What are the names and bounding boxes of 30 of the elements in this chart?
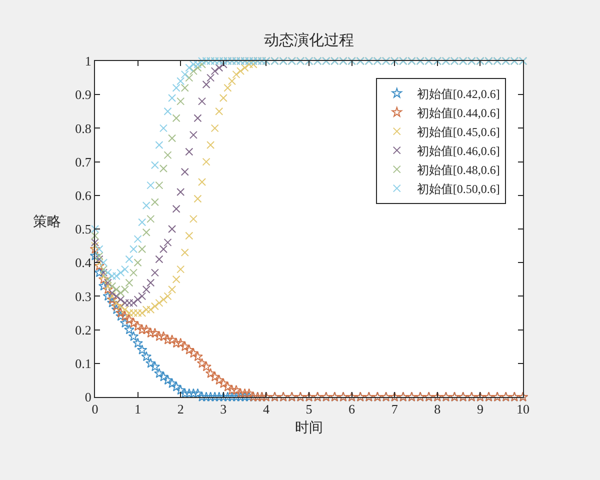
x-axis-title: 时间 [295, 420, 323, 436]
y-tick-label: 0 [84, 390, 92, 405]
x-tick-label: 7 [391, 402, 398, 417]
y-tick-label: 0.1 [75, 356, 92, 371]
x-tick-label: 2 [177, 402, 184, 417]
y-tick-label: 0.2 [75, 322, 92, 338]
legend-label: 初始值[0.42,0.6] [416, 86, 500, 101]
y-tick-label: 0.4 [75, 255, 92, 270]
legend-label: 初始值[0.50,0.6] [416, 182, 500, 196]
x-tick-label: 1 [134, 402, 142, 417]
x-tick-label: 5 [306, 402, 312, 417]
legend-label: 初始值[0.48,0.6] [416, 162, 500, 177]
legend-label: 初始值[0.46,0.6] [416, 144, 500, 158]
x-tick-label: 8 [434, 402, 441, 417]
legend-label: 初始值[0.45,0.6] [416, 124, 500, 139]
x-tick-label: 9 [476, 402, 484, 417]
y-tick-label: 0.6 [75, 188, 92, 203]
x-tick-label: 6 [348, 402, 356, 417]
y-axis-title: 策略 [33, 214, 61, 230]
x-tick-label: 3 [220, 402, 227, 417]
y-tick-label: 1 [84, 54, 92, 69]
y-tick-label: 0.7 [75, 154, 92, 170]
y-tick-label: 0.3 [75, 288, 92, 304]
x-tick-label: 4 [262, 402, 270, 417]
y-tick-label: 0.9 [75, 87, 92, 102]
x-tick-label: 10 [516, 402, 530, 417]
legend-label: 初始值[0.44,0.6] [416, 106, 500, 120]
chart-title: 动态演化过程 [264, 32, 354, 49]
y-tick-label: 0.8 [75, 120, 92, 136]
y-tick-label: 0.5 [75, 222, 92, 237]
